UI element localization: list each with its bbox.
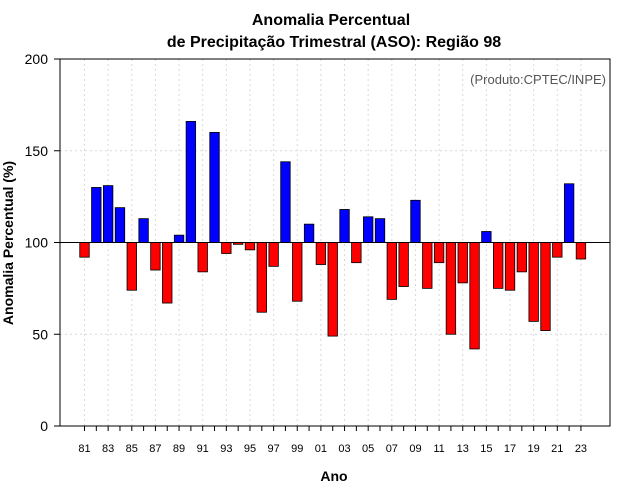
- bar-13: [457, 242, 468, 284]
- chart-title-line2: de Precipitação Trimestral (ASO): Região…: [167, 34, 501, 51]
- x-tick-label: 89: [173, 443, 185, 455]
- bar-92: [209, 131, 220, 243]
- x-axis-label: Ano: [320, 468, 347, 484]
- x-tick-label: 85: [126, 443, 138, 455]
- y-tick-label: 50: [32, 326, 48, 342]
- bar-90: [185, 120, 197, 243]
- bar-98: [280, 161, 291, 243]
- bar-11: [433, 242, 445, 264]
- y-tick-label: 200: [25, 51, 49, 67]
- bar-22: [563, 183, 575, 243]
- bar-09: [410, 199, 421, 243]
- x-tick-label: 81: [78, 443, 90, 455]
- bar-04: [351, 242, 362, 264]
- bar-88: [162, 242, 173, 304]
- x-tick-label: 07: [386, 443, 398, 455]
- y-axis-label: Anomalia Percentual (%): [0, 161, 16, 325]
- bar-99: [292, 242, 303, 302]
- bar-95: [244, 242, 256, 251]
- bar-82: [91, 187, 102, 243]
- y-tick-label: 100: [25, 235, 49, 251]
- bar-02: [327, 242, 338, 337]
- x-axis: 81 83 85 87 89 91 93 95 97 99 01 03 05 07 09 11 13 15 17 19…: [78, 426, 587, 455]
- bar-14: [469, 242, 480, 350]
- bar-85: [126, 242, 137, 291]
- bar-23: [575, 242, 587, 260]
- bar-86: [138, 218, 149, 243]
- chart-title-line1: Anomalia Percentual: [252, 12, 410, 29]
- source-annotation: (Produto:CPTEC/INPE): [470, 72, 606, 87]
- bar-81: [79, 242, 90, 258]
- y-tick-label: 0: [40, 418, 48, 434]
- bar-96: [256, 242, 267, 313]
- x-tick-label: 15: [480, 443, 492, 455]
- x-tick-label: 93: [220, 443, 232, 455]
- x-tick-label: 01: [315, 443, 327, 455]
- bar-18: [516, 242, 527, 273]
- y-tick-label: 150: [25, 143, 49, 159]
- bar-91: [197, 242, 208, 273]
- bar-03: [339, 209, 350, 243]
- x-tick-label: 21: [551, 443, 563, 455]
- bar-07: [386, 242, 397, 300]
- bar-93: [221, 242, 232, 254]
- bar-89: [173, 234, 185, 243]
- y-axis: 0 50 100 150 200: [25, 51, 60, 434]
- bar-05: [363, 216, 374, 243]
- x-tick-label: 95: [244, 443, 256, 455]
- x-tick-label: 91: [197, 443, 209, 455]
- bar-15: [481, 231, 492, 243]
- grid-lines: [60, 58, 610, 427]
- x-tick-label: 05: [362, 443, 374, 455]
- bar-20: [540, 242, 551, 331]
- bar-08: [398, 242, 409, 287]
- x-tick-label: 97: [267, 443, 279, 455]
- x-tick-label: 99: [291, 443, 303, 455]
- bar-83: [102, 185, 114, 243]
- bar-84: [114, 207, 126, 243]
- x-tick-label: 13: [457, 443, 469, 455]
- x-tick-label: 23: [575, 443, 587, 455]
- bar-06: [374, 218, 386, 243]
- bar-19: [528, 242, 539, 322]
- bar-17: [504, 242, 516, 291]
- bar-01: [315, 242, 327, 265]
- x-tick-label: 83: [102, 443, 114, 455]
- x-tick-label: 09: [409, 443, 421, 455]
- x-tick-label: 11: [433, 443, 444, 455]
- x-tick-label: 19: [528, 443, 540, 455]
- bar-10: [422, 242, 433, 289]
- bar-87: [150, 242, 161, 271]
- bar-16: [493, 242, 504, 289]
- x-tick-label: 87: [149, 443, 161, 455]
- x-tick-label: 03: [338, 443, 350, 455]
- bar-00: [303, 223, 315, 243]
- x-tick-label: 17: [504, 443, 516, 455]
- bar-21: [552, 242, 563, 258]
- bar-12: [445, 242, 457, 335]
- bar-97: [268, 242, 279, 267]
